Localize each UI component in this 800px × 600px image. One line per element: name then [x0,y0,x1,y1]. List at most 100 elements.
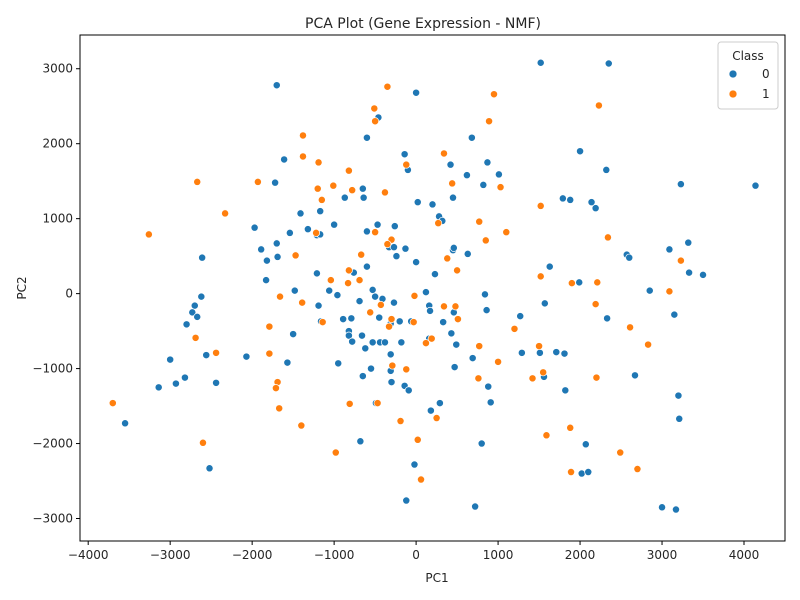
scatter-point-class-0 [684,238,693,247]
scatter-point-class-1 [566,423,575,432]
scatter-point-class-0 [368,285,377,294]
scatter-point-class-0 [517,348,526,357]
scatter-point-class-1 [535,342,544,351]
x-tick-label: 0 [412,548,420,562]
scatter-point-class-1 [344,279,353,288]
scatter-point-class-0 [355,297,364,306]
scatter-point-class-1 [474,374,483,383]
y-tick-label: 3000 [42,62,73,76]
y-tick-label: −1000 [32,362,73,376]
x-tick-label: −1000 [314,548,355,562]
scatter-point-class-0 [450,363,459,372]
scatter-point-class-1 [312,228,321,237]
scatter-point-class-0 [280,155,289,164]
scatter-point-class-0 [603,314,612,323]
legend: Class 01 [717,41,779,110]
legend-items: 01 [728,67,770,101]
scatter-point-class-0 [250,223,259,232]
scatter-point-class-0 [325,286,334,295]
scatter-point-class-1 [448,179,457,188]
scatter-point-class-1 [317,195,326,204]
scatter-point-class-1 [199,438,207,447]
scatter-point-class-0 [358,184,367,193]
scatter-point-class-0 [361,344,370,353]
scatter-point-class-0 [371,292,380,301]
legend-label-class-1: 1 [762,87,770,101]
scatter-point-class-0 [447,329,456,338]
scatter-point-class-1 [329,181,338,190]
scatter-point-class-0 [262,256,271,265]
scatter-point-class-0 [193,312,202,321]
scatter-point-class-1 [271,384,280,393]
scatter-point-class-1 [345,399,354,408]
scatter-point-class-0 [344,331,353,340]
scatter-point-class-0 [312,269,321,278]
scatter-point-class-1 [427,334,436,343]
scatter-point-class-0 [463,249,472,258]
scatter-point-class-1 [331,448,340,457]
scatter-point-class-0 [591,204,600,213]
scatter-point-class-1 [313,184,322,193]
scatter-point-class-0 [362,262,371,271]
scatter-point-class-0 [171,379,180,388]
scatter-point-class-1 [357,250,366,259]
scatter-point-class-0 [494,170,503,179]
scatter-point-class-1 [388,361,397,370]
scatter-point-class-1 [453,266,462,275]
scatter-point-class-1 [314,158,323,167]
plot-area: −4000 −3000 −2000 −1000 0 1000 2000 3000 4000 −3… [32,34,786,562]
scatter-point-class-1 [409,318,418,327]
scatter-point-class-0 [197,292,206,301]
scatter-point-class-0 [400,150,409,159]
scatter-point-class-1 [193,177,202,186]
scatter-point-class-0 [561,386,570,395]
scatter-point-class-0 [602,165,611,174]
scatter-point-class-0 [190,301,199,310]
scatter-point-class-0 [121,419,130,428]
scatter-point-class-1 [496,183,505,192]
scatter-point-class-0 [631,371,639,380]
data-points [108,58,760,514]
scatter-point-class-0 [699,270,707,279]
scatter-point-class-1 [593,278,602,287]
scatter-point-class-0 [658,503,666,512]
scatter-point-class-0 [412,258,421,267]
x-tick-label: 1000 [483,548,514,562]
scatter-point-class-1 [376,300,385,309]
scatter-point-class-1 [536,272,545,281]
scatter-point-class-1 [536,201,545,210]
scatter-point-class-1 [494,357,503,366]
scatter-point-class-1 [381,188,389,197]
scatter-point-class-0 [584,468,593,476]
scatter-point-class-0 [386,350,395,359]
scatter-point-class-0 [242,352,251,361]
scatter-point-class-0 [390,243,398,252]
scatter-point-class-0 [401,244,410,253]
scatter-point-class-0 [198,253,207,262]
scatter-point-class-0 [751,181,760,190]
scatter-point-class-1 [265,322,274,331]
scatter-point-class-0 [486,398,495,407]
scatter-point-class-0 [439,318,448,327]
scatter-point-class-0 [483,158,492,167]
scatter-point-class-0 [290,286,299,295]
scatter-point-class-0 [358,331,366,340]
scatter-point-class-1 [417,475,425,484]
scatter-point-class-0 [333,291,342,300]
scatter-point-class-0 [452,340,461,349]
scatter-point-class-0 [428,200,437,209]
scatter-point-class-1 [502,228,511,237]
y-tick-label: 1000 [42,212,73,226]
legend-marker-class-1 [728,89,738,99]
scatter-point-class-0 [314,301,323,310]
scatter-point-class-0 [285,228,294,237]
scatter-point-class-1 [421,339,430,348]
scatter-point-class-1 [383,82,392,91]
scatter-point-class-0 [392,252,401,261]
scatter-point-class-0 [449,243,458,252]
scatter-point-class-0 [358,372,367,381]
scatter-point-class-1 [383,240,392,249]
scatter-point-class-0 [467,133,476,142]
scatter-point-class-0 [387,378,396,387]
scatter-point-class-1 [451,302,460,311]
